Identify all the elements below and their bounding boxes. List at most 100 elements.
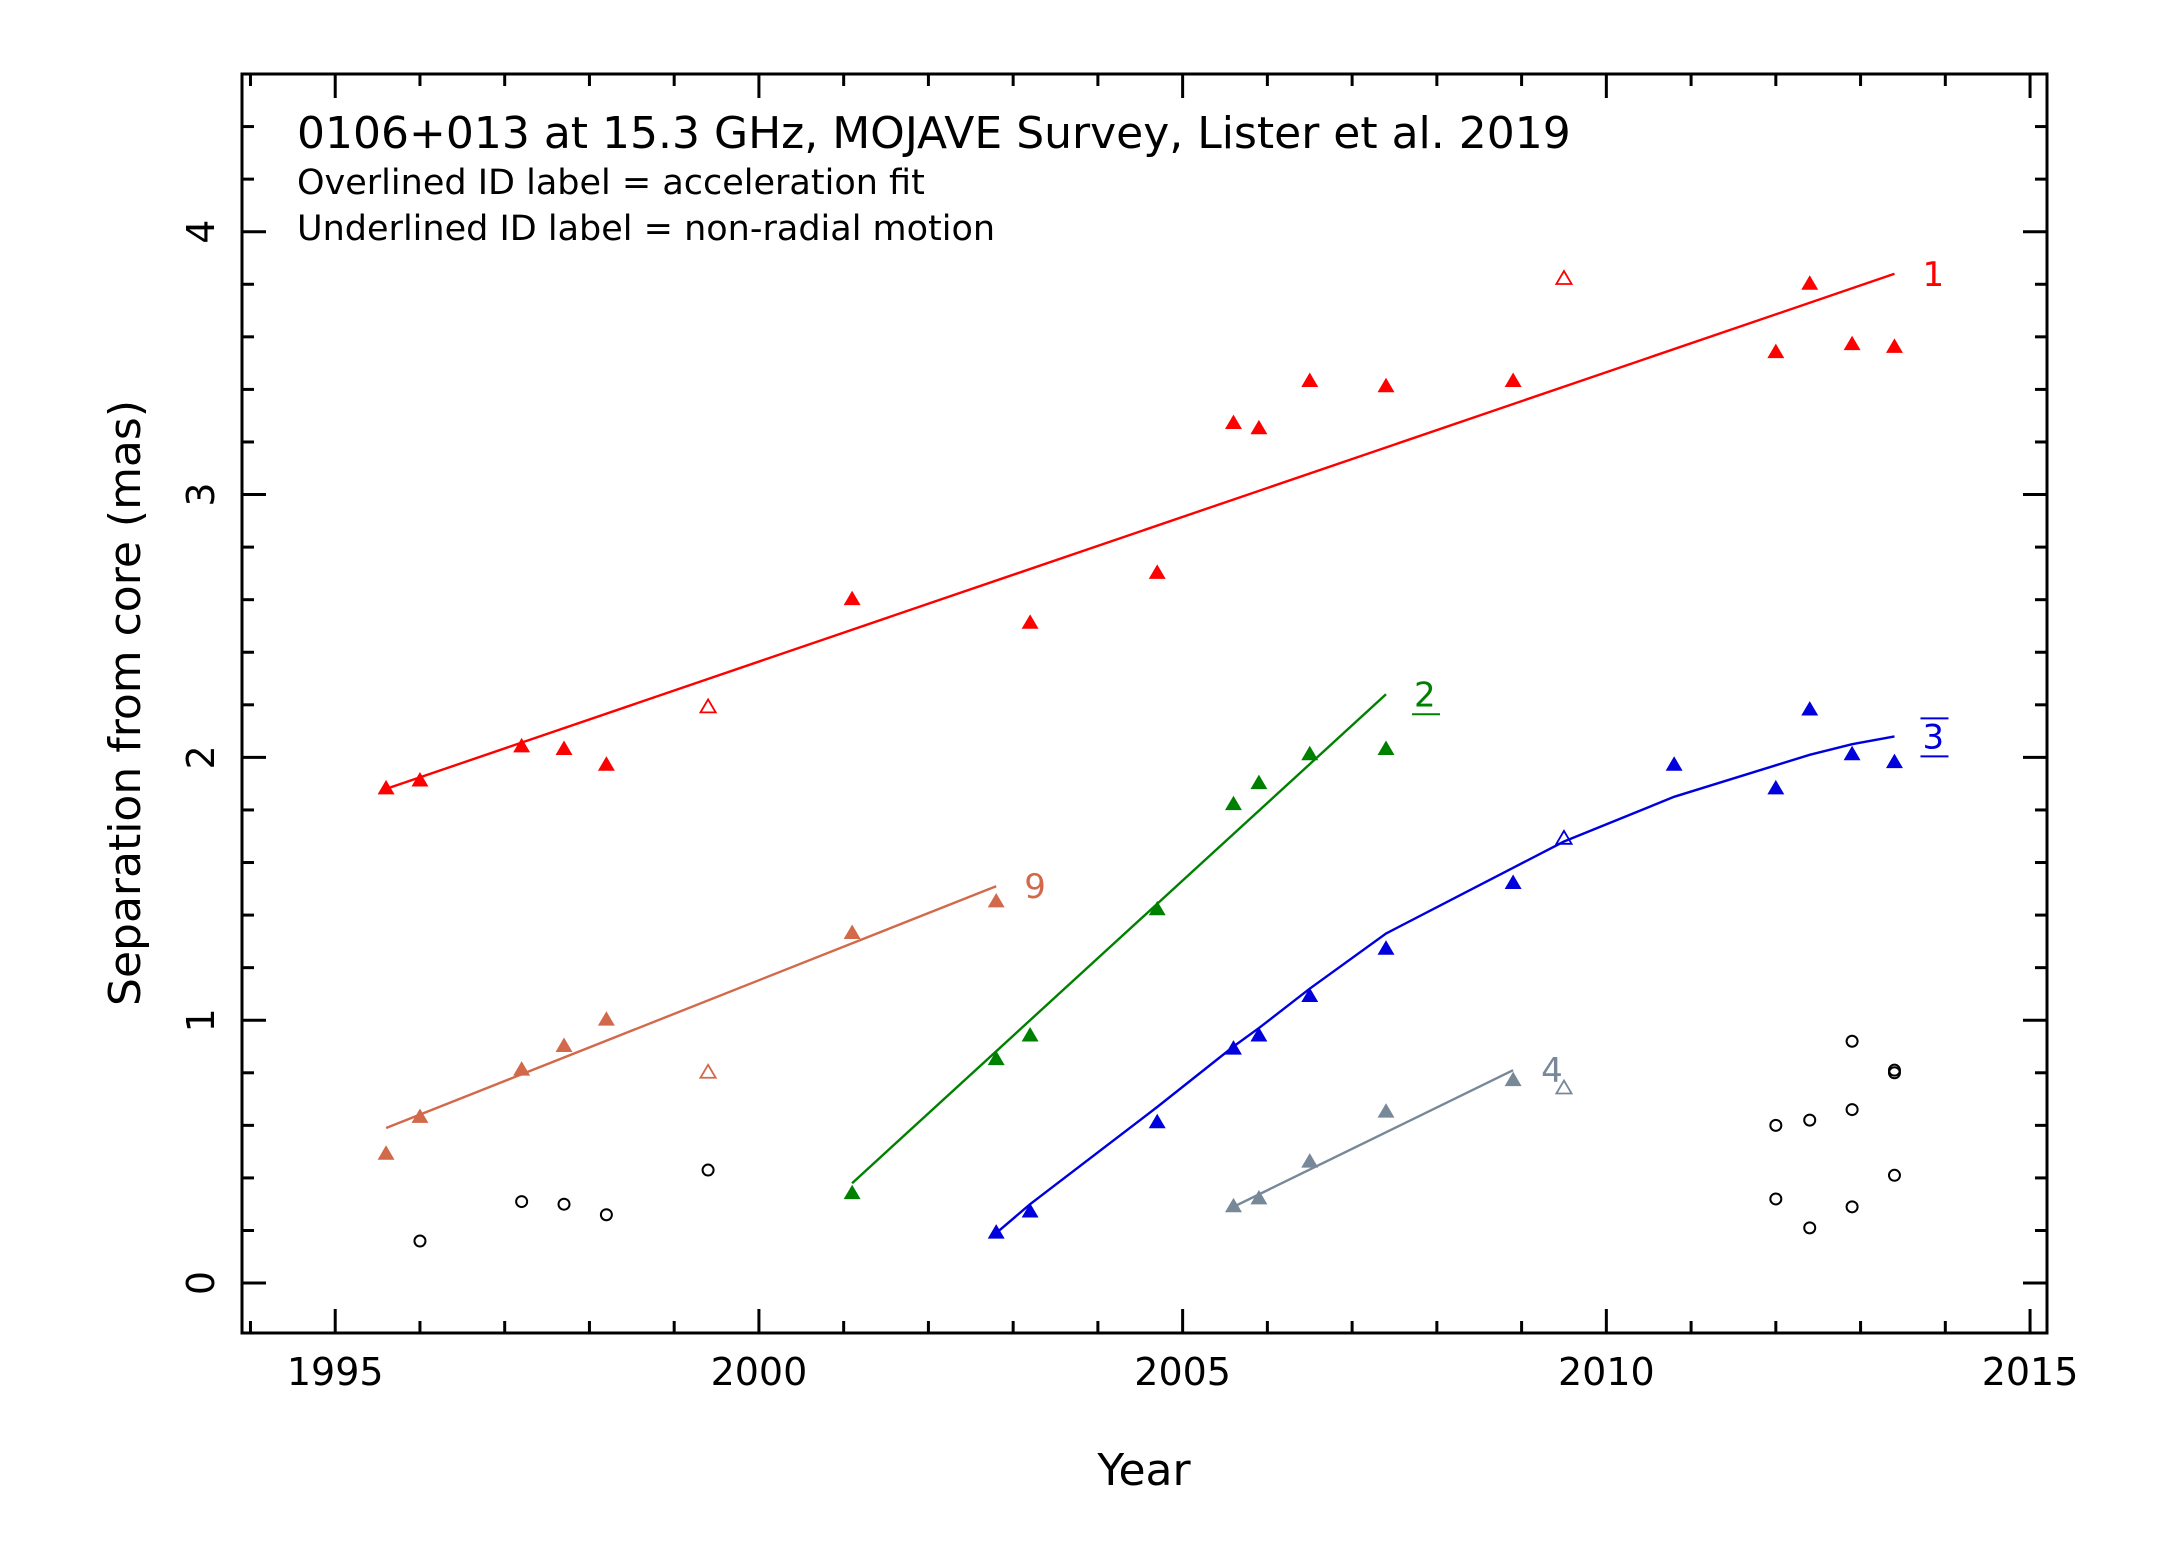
data-point [1665,756,1683,771]
data-point [555,1037,573,1052]
data-point [1250,419,1268,435]
series-label-4: 4 [1541,1051,1563,1091]
data-point [1843,745,1861,761]
data-point [1767,779,1785,795]
series-label-1: 1 [1922,255,1944,295]
data-point [1769,1118,1783,1132]
data-point [987,892,1005,908]
data-point [1250,774,1268,790]
y-tick-label: 3 [179,482,223,506]
data-point [377,779,395,795]
fit-line [851,693,1387,1185]
data-point [1801,701,1819,716]
fit-lines [385,272,1895,1235]
data-point [513,737,531,753]
data-point [1377,740,1395,755]
chart-subtitle-2: Underlined ID label = non-radial motion [297,209,995,249]
data-point [1301,745,1319,761]
x-tick-label: 2000 [711,1350,808,1394]
data-point [515,1195,529,1209]
data-point [1504,874,1522,890]
data-point [1885,753,1903,769]
data-point [1225,414,1242,430]
data-markers [377,269,1903,1248]
data-point [987,1050,1005,1066]
data-point [1225,1197,1242,1213]
y-tick-label: 4 [179,220,223,244]
data-point [1769,1192,1783,1206]
data-point [411,772,429,787]
x-tick-label: 2005 [1134,1350,1231,1394]
fit-line [385,272,1895,791]
data-point [1843,335,1861,351]
plot-frame [240,72,2049,1335]
data-point [597,1011,615,1026]
data-point [1887,1168,1901,1182]
data-point [1801,275,1819,290]
data-point-open [1554,1078,1574,1095]
data-point-open [698,697,718,714]
y-axis-label: Separation from core (mas) [100,400,151,1006]
x-tick-label: 2010 [1558,1350,1655,1394]
series-labels: 1 2 3 4 9 [1024,255,1949,1091]
data-point [701,1163,715,1177]
data-point [1148,900,1166,916]
data-point [1504,1071,1522,1087]
data-point [1148,564,1166,579]
data-point [557,1197,571,1211]
fit-line [385,885,997,1130]
data-point [599,1208,613,1222]
data-point [1504,372,1522,387]
data-point [1845,1200,1859,1214]
data-point [1225,1040,1242,1055]
data-point [597,756,615,771]
data-point [1301,1153,1319,1168]
data-point [1887,1066,1901,1080]
data-point [1377,377,1395,393]
series-label-9: 9 [1024,867,1046,907]
series-label-2: 2 [1414,675,1436,715]
x-tick-label: 1995 [287,1350,384,1394]
data-point [843,924,861,939]
data-point [1021,614,1039,629]
x-tick-label: 2015 [1982,1350,2079,1394]
data-point-open [1554,269,1574,285]
y-tick-label: 0 [179,1271,223,1295]
axis-ticks: 1995 2000 2005 2010 2015 0 1 2 3 4 [179,72,2079,1394]
data-point [987,1224,1005,1239]
data-point-open [698,1063,718,1079]
data-point [843,590,861,606]
data-point-open [1554,829,1574,845]
data-point [1225,795,1242,811]
data-point [377,1145,395,1160]
data-point [1803,1221,1817,1235]
y-tick-label: 1 [179,1008,223,1032]
data-point [1885,338,1903,353]
data-point [1845,1103,1859,1117]
chart-subtitle-1: Overlined ID label = acceleration fit [297,163,925,203]
data-point [513,1061,531,1076]
data-point [555,740,573,755]
data-point [1377,940,1395,955]
data-point [1845,1034,1859,1048]
fit-line [995,735,1895,1235]
data-point [1021,1203,1039,1218]
data-point [1148,1113,1166,1129]
x-axis-label: Year [1096,1445,1191,1496]
data-point [1301,372,1319,387]
data-point [843,1184,861,1200]
data-point [413,1234,427,1248]
chart-title: 0106+013 at 15.3 GHz, MOJAVE Survey, Lis… [297,108,1571,159]
data-point [1021,1027,1039,1042]
data-point [1301,987,1319,1003]
fit-line [1232,1069,1514,1208]
series-label-3: 3 [1922,717,1944,757]
data-point [411,1108,429,1123]
data-point [1250,1027,1268,1042]
data-point [1377,1103,1395,1118]
data-point [1767,343,1785,359]
data-point [1250,1189,1268,1205]
y-tick-label: 2 [179,745,223,769]
data-point [1803,1113,1817,1127]
